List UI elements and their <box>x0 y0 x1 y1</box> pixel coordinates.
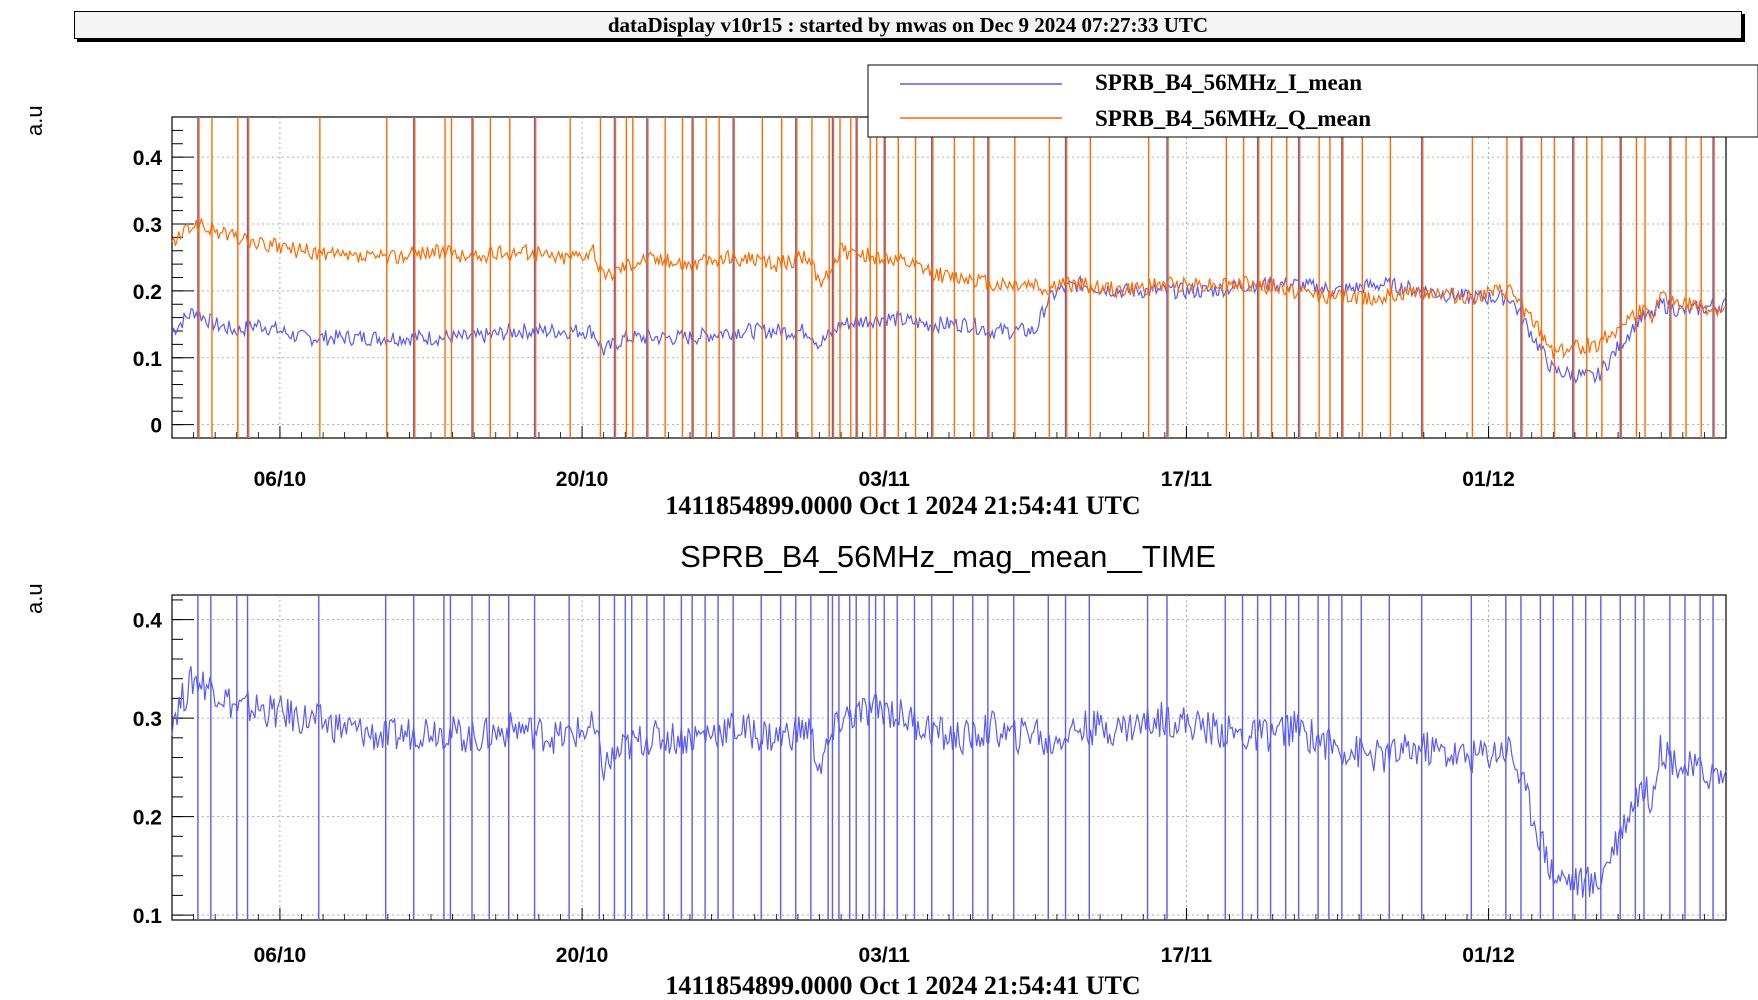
legend-entry-i: SPRB_B4_56MHz_I_mean <box>1095 70 1362 95</box>
y-tick-label: 0 <box>150 415 162 438</box>
series-line-sprb_b4_56mhz_q_mean <box>171 218 1727 359</box>
x-tick-label: 06/10 <box>254 944 307 967</box>
y-tick-label: 0.2 <box>133 281 162 304</box>
legend: SPRB_B4_56MHz_I_mean SPRB_B4_56MHz_Q_mea… <box>867 64 1758 138</box>
y-tick-label: 0.1 <box>133 348 163 371</box>
series-line-mag-mean <box>171 666 1727 898</box>
y-tick-label: 0.1 <box>133 905 163 928</box>
x-tick-label: 17/11 <box>1161 944 1213 967</box>
x-axis-title: 1411854899.0000 Oct 1 2024 21:54:41 UTC <box>665 971 1140 1000</box>
chart-panel-iq: a.u 1411854899.0000 Oct 1 2024 21:54:41 … <box>22 105 1727 520</box>
y-axis-label: a.u <box>22 105 47 136</box>
x-tick-label: 17/11 <box>1161 468 1213 491</box>
x-axis-title: 1411854899.0000 Oct 1 2024 21:54:41 UTC <box>665 491 1140 520</box>
x-tick-label: 06/10 <box>254 468 307 491</box>
chart-title: SPRB_B4_56MHz_mag_mean__TIME <box>680 539 1216 574</box>
x-tick-label: 03/11 <box>859 944 911 967</box>
x-tick-label: 01/12 <box>1462 468 1515 491</box>
x-tick-label: 03/11 <box>859 468 911 491</box>
legend-entry-q: SPRB_B4_56MHz_Q_mean <box>1095 106 1371 131</box>
y-tick-label: 0.4 <box>133 147 163 170</box>
plot-area <box>171 116 1727 439</box>
app-title-banner: dataDisplay v10r15 : started by mwas on … <box>74 11 1742 39</box>
chart-panel-mag: SPRB_B4_56MHz_mag_mean__TIME a.u 1411854… <box>22 539 1727 1000</box>
y-tick-label: 0.3 <box>133 708 162 731</box>
x-tick-label: 01/12 <box>1462 944 1515 967</box>
plot-area <box>171 594 1727 921</box>
y-tick-label: 0.3 <box>133 214 162 237</box>
x-tick-label: 20/10 <box>556 468 609 491</box>
y-tick-label: 0.4 <box>133 610 163 633</box>
series-line-sprb_b4_56mhz_i_mean <box>171 274 1727 384</box>
y-axis-label: a.u <box>22 583 47 614</box>
x-tick-label: 20/10 <box>556 944 609 967</box>
y-tick-label: 0.2 <box>133 807 162 830</box>
